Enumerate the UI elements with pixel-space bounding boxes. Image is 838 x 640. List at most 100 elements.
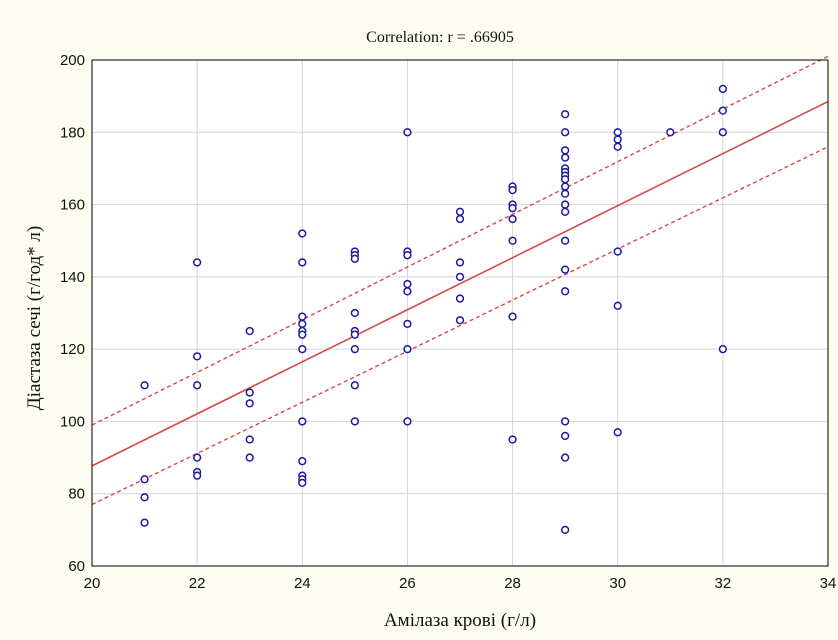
data-point [560, 207, 570, 216]
data-point [192, 381, 202, 390]
y-tick-label: 80 [68, 486, 85, 503]
x-tick-label: 26 [399, 575, 416, 592]
y-tick-label: 180 [60, 124, 85, 141]
x-tick-label: 32 [715, 575, 732, 592]
data-point [560, 287, 570, 296]
data-point [718, 344, 728, 354]
data-points [140, 84, 728, 535]
data-point [298, 229, 307, 238]
data-point [350, 308, 360, 318]
data-point [350, 344, 360, 354]
y-tick-label: 100 [60, 413, 85, 430]
regression-line [91, 100, 829, 467]
data-point [560, 431, 570, 441]
data-point [192, 471, 202, 480]
confidence-band-lower [91, 146, 829, 506]
y-tick-label: 160 [60, 197, 85, 214]
data-point [560, 265, 570, 274]
regression-layer [91, 100, 829, 467]
data-point [298, 312, 307, 321]
data-point [613, 428, 622, 437]
data-point [403, 417, 412, 426]
data-point [140, 381, 149, 390]
data-point [613, 135, 622, 144]
data-point [560, 128, 570, 137]
data-point [560, 417, 570, 426]
data-point [455, 316, 465, 325]
data-point [192, 258, 202, 267]
data-point [560, 175, 570, 184]
data-point [403, 344, 412, 354]
data-point [298, 344, 307, 354]
data-point [350, 381, 360, 390]
data-point [192, 352, 202, 361]
data-point [350, 330, 360, 339]
plot-area [92, 60, 828, 566]
x-tick-label: 20 [84, 575, 101, 592]
data-point [455, 258, 465, 267]
data-point [403, 251, 412, 260]
x-tick-label: 28 [504, 575, 521, 592]
data-point [666, 128, 675, 137]
data-point [298, 478, 307, 488]
data-point [560, 453, 570, 462]
data-point [613, 301, 622, 310]
data-point [560, 525, 570, 535]
data-point [403, 279, 412, 289]
x-tick-label: 24 [294, 575, 311, 592]
data-point [560, 236, 570, 245]
data-point [298, 330, 307, 339]
data-point [613, 128, 622, 137]
data-point [192, 453, 202, 462]
data-point [298, 319, 307, 328]
data-point [455, 294, 465, 303]
data-point [508, 236, 517, 245]
data-point [298, 457, 307, 466]
x-tick-label: 30 [609, 575, 626, 592]
data-point [298, 258, 307, 267]
x-tick-labels: 20 22 24 26 28 30 32 34 [84, 575, 837, 592]
y-tick-label: 120 [60, 341, 85, 358]
chart-title: Correlation: r = .66905 [366, 29, 514, 46]
data-point [560, 146, 570, 155]
data-point [718, 84, 728, 94]
data-point [560, 182, 570, 191]
data-point [613, 142, 622, 151]
data-point [245, 326, 254, 336]
data-point [403, 319, 412, 328]
data-point [403, 287, 412, 296]
y-tick-labels: 60 80 100 120 140 160 180 200 [60, 52, 85, 575]
data-point [140, 518, 149, 527]
data-point [455, 207, 465, 216]
confidence-band [91, 55, 829, 506]
data-point [508, 435, 517, 444]
data-point [718, 128, 728, 137]
y-tick-label: 200 [60, 52, 85, 69]
data-point [613, 247, 622, 256]
data-point [508, 185, 517, 195]
data-point [508, 204, 517, 213]
data-point [455, 214, 465, 224]
data-point [718, 106, 728, 115]
y-axis-label: Діастаза сечі (г/год* л) [24, 226, 45, 410]
data-point [140, 475, 149, 484]
x-tick-label: 34 [820, 575, 837, 592]
data-point [245, 435, 254, 444]
x-tick-label: 22 [189, 575, 206, 592]
data-point [245, 399, 254, 408]
y-tick-label: 60 [68, 558, 85, 575]
data-point [508, 312, 517, 321]
data-point [560, 153, 570, 162]
data-point [508, 214, 517, 224]
data-point [140, 493, 149, 502]
y-tick-label: 140 [60, 269, 85, 286]
plot-frame [91, 59, 829, 567]
data-point [245, 388, 254, 397]
data-point [350, 417, 360, 426]
data-point [560, 110, 570, 119]
data-point [245, 453, 254, 462]
data-point [560, 200, 570, 209]
data-point [455, 272, 465, 282]
